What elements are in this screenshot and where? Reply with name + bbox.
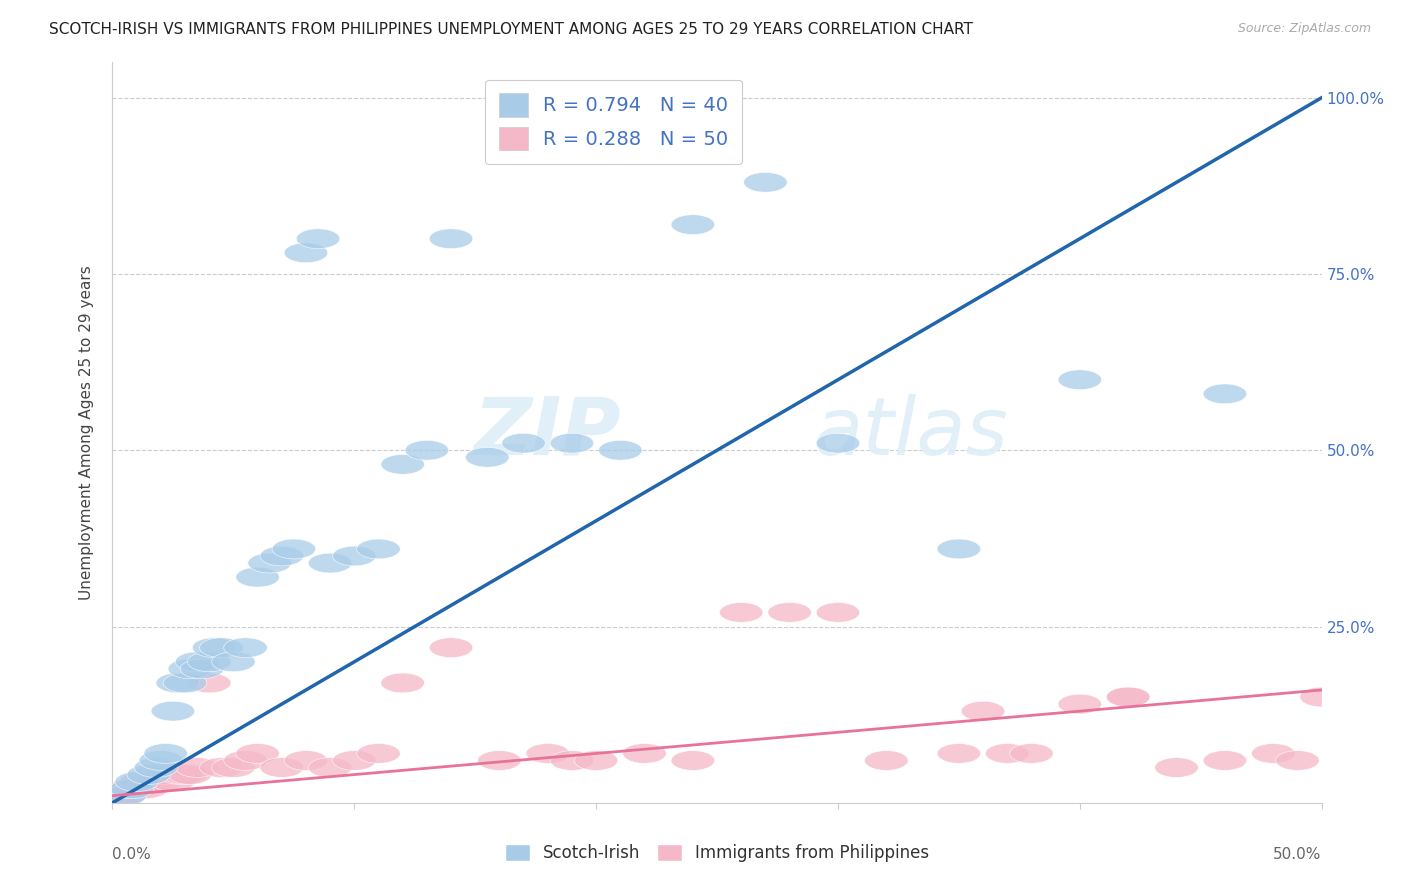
Ellipse shape — [103, 786, 146, 805]
Ellipse shape — [429, 638, 472, 657]
Ellipse shape — [1251, 744, 1295, 764]
Text: Source: ZipAtlas.com: Source: ZipAtlas.com — [1237, 22, 1371, 36]
Ellipse shape — [176, 757, 219, 778]
Ellipse shape — [176, 652, 219, 672]
Y-axis label: Unemployment Among Ages 25 to 29 years: Unemployment Among Ages 25 to 29 years — [79, 265, 94, 600]
Ellipse shape — [575, 751, 617, 771]
Ellipse shape — [139, 772, 183, 791]
Ellipse shape — [284, 751, 328, 771]
Ellipse shape — [163, 764, 207, 784]
Ellipse shape — [169, 764, 212, 784]
Legend: Scotch-Irish, Immigrants from Philippines: Scotch-Irish, Immigrants from Philippine… — [498, 837, 936, 869]
Ellipse shape — [125, 779, 169, 798]
Ellipse shape — [120, 772, 163, 791]
Ellipse shape — [938, 539, 980, 558]
Ellipse shape — [1204, 384, 1247, 404]
Ellipse shape — [200, 757, 243, 778]
Ellipse shape — [526, 744, 569, 764]
Ellipse shape — [115, 779, 159, 798]
Ellipse shape — [143, 744, 187, 764]
Ellipse shape — [110, 779, 153, 798]
Ellipse shape — [333, 751, 375, 771]
Ellipse shape — [129, 772, 173, 791]
Ellipse shape — [98, 786, 142, 805]
Ellipse shape — [465, 448, 509, 467]
Ellipse shape — [127, 764, 170, 784]
Ellipse shape — [962, 701, 1005, 721]
Ellipse shape — [357, 539, 401, 558]
Ellipse shape — [865, 751, 908, 771]
Ellipse shape — [284, 243, 328, 262]
Ellipse shape — [180, 659, 224, 679]
Ellipse shape — [381, 673, 425, 693]
Text: 0.0%: 0.0% — [112, 847, 152, 863]
Ellipse shape — [224, 638, 267, 657]
Ellipse shape — [297, 229, 340, 249]
Text: atlas: atlas — [814, 393, 1008, 472]
Ellipse shape — [1059, 694, 1101, 714]
Ellipse shape — [308, 553, 352, 573]
Ellipse shape — [478, 751, 522, 771]
Ellipse shape — [502, 434, 546, 453]
Ellipse shape — [247, 553, 291, 573]
Ellipse shape — [193, 638, 236, 657]
Ellipse shape — [550, 434, 593, 453]
Ellipse shape — [152, 772, 194, 791]
Ellipse shape — [115, 772, 159, 791]
Ellipse shape — [110, 779, 153, 798]
Ellipse shape — [599, 441, 643, 460]
Ellipse shape — [143, 764, 187, 784]
Ellipse shape — [357, 744, 401, 764]
Ellipse shape — [236, 744, 280, 764]
Ellipse shape — [224, 751, 267, 771]
Ellipse shape — [381, 455, 425, 475]
Text: SCOTCH-IRISH VS IMMIGRANTS FROM PHILIPPINES UNEMPLOYMENT AMONG AGES 25 TO 29 YEA: SCOTCH-IRISH VS IMMIGRANTS FROM PHILIPPI… — [49, 22, 973, 37]
Ellipse shape — [429, 229, 472, 249]
Ellipse shape — [1154, 757, 1198, 778]
Ellipse shape — [671, 751, 714, 771]
Ellipse shape — [1275, 751, 1319, 771]
Ellipse shape — [308, 757, 352, 778]
Ellipse shape — [134, 764, 177, 784]
Ellipse shape — [1107, 687, 1150, 706]
Ellipse shape — [986, 744, 1029, 764]
Text: ZIP: ZIP — [472, 393, 620, 472]
Ellipse shape — [108, 779, 152, 798]
Ellipse shape — [260, 757, 304, 778]
Ellipse shape — [744, 172, 787, 192]
Ellipse shape — [1107, 687, 1150, 706]
Ellipse shape — [212, 757, 254, 778]
Ellipse shape — [159, 764, 202, 784]
Ellipse shape — [152, 701, 194, 721]
Ellipse shape — [156, 673, 200, 693]
Ellipse shape — [817, 603, 859, 623]
Ellipse shape — [260, 546, 304, 566]
Text: 50.0%: 50.0% — [1274, 847, 1322, 863]
Ellipse shape — [720, 603, 763, 623]
Ellipse shape — [768, 603, 811, 623]
Ellipse shape — [405, 441, 449, 460]
Ellipse shape — [200, 638, 243, 657]
Ellipse shape — [1059, 370, 1101, 390]
Ellipse shape — [1301, 687, 1343, 706]
Ellipse shape — [671, 215, 714, 235]
Ellipse shape — [103, 786, 146, 805]
Ellipse shape — [623, 744, 666, 764]
Ellipse shape — [550, 751, 593, 771]
Ellipse shape — [938, 744, 980, 764]
Ellipse shape — [163, 673, 207, 693]
Ellipse shape — [139, 751, 183, 771]
Ellipse shape — [273, 539, 315, 558]
Ellipse shape — [169, 659, 212, 679]
Ellipse shape — [1010, 744, 1053, 764]
Ellipse shape — [236, 567, 280, 587]
Ellipse shape — [817, 434, 859, 453]
Ellipse shape — [187, 652, 231, 672]
Ellipse shape — [1204, 751, 1247, 771]
Ellipse shape — [134, 757, 177, 778]
Ellipse shape — [187, 673, 231, 693]
Ellipse shape — [212, 652, 254, 672]
Ellipse shape — [333, 546, 375, 566]
